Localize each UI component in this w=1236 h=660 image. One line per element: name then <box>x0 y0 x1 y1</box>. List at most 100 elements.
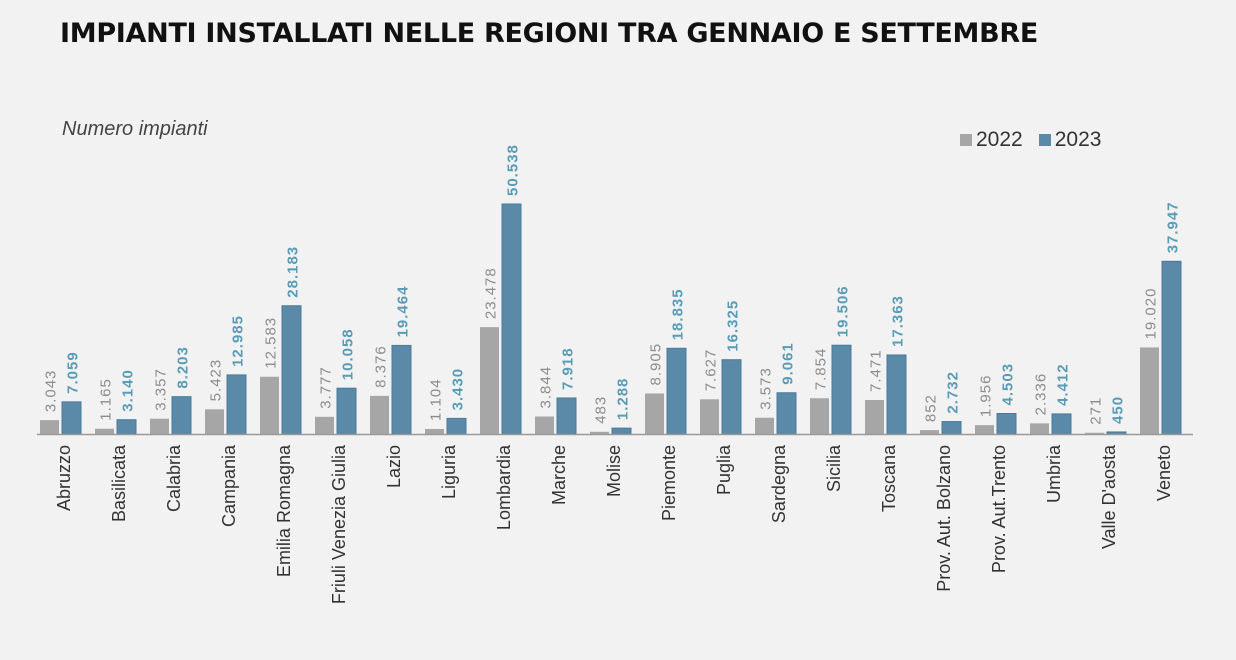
category-label-veneto: Veneto <box>1154 445 1174 501</box>
bar-2022-toscana <box>865 399 884 434</box>
data-label-2023-calabria: 8.203 <box>175 346 192 389</box>
data-label-2022-liguria: 1.104 <box>428 378 445 421</box>
data-label-2022-molise: 483 <box>593 396 610 424</box>
data-label-2023-umbria: 4.412 <box>1055 363 1072 406</box>
data-label-2023-liguria: 3.430 <box>450 368 467 411</box>
legend-entry-2022: 2022 <box>960 128 1023 152</box>
bar-2022-veneto <box>1140 347 1159 434</box>
data-label-2022-sicilia: 7.854 <box>813 348 830 391</box>
bar-2022-piemonte <box>645 393 664 434</box>
bar-2022-campania <box>205 409 224 434</box>
bar-2022-friuli-venezia-giulia <box>315 416 334 434</box>
bar-2022-sicilia <box>810 398 829 434</box>
data-label-2023-veneto: 37.947 <box>1165 201 1182 253</box>
bar-2023-lazio <box>391 344 412 435</box>
data-label-2022-basilicata: 1.165 <box>98 378 115 421</box>
data-label-2023-piemonte: 18.835 <box>670 288 687 340</box>
data-label-2022-valle-d-aosta: 271 <box>1088 397 1105 425</box>
legend-entry-2023: 2023 <box>1038 128 1102 152</box>
category-label-emilia-romagna: Emilia Romagna <box>274 444 294 577</box>
bar-2023-toscana <box>886 354 907 435</box>
bar-2022-calabria <box>150 418 169 434</box>
bar-2022-sardegna <box>755 417 774 434</box>
category-label-friuli-venezia-giulia: Friuli Venezia Giulia <box>329 444 349 604</box>
bar-2022-puglia <box>700 399 719 434</box>
bar-2022-abruzzo <box>40 420 59 434</box>
bar-2022-prov-aut-trento <box>975 425 994 434</box>
data-label-2023-marche: 7.918 <box>560 347 577 390</box>
data-label-2023-valle-d-aosta: 450 <box>1110 396 1127 424</box>
data-label-2022-marche: 3.844 <box>538 366 555 409</box>
data-label-2023-lombardia: 50.538 <box>505 144 522 196</box>
bar-2022-prov-aut-bolzano <box>920 430 939 434</box>
category-label-abruzzo: Abruzzo <box>54 445 74 511</box>
bar-2023-piemonte <box>666 347 687 435</box>
bar-2023-friuli-venezia-giulia <box>336 387 357 435</box>
bar-2023-prov-aut-trento <box>996 413 1017 435</box>
data-label-2022-lombardia: 23.478 <box>483 267 500 319</box>
data-label-2023-friuli-venezia-giulia: 10.058 <box>340 328 357 380</box>
data-label-2023-sardegna: 9.061 <box>780 342 797 385</box>
bar-2023-abruzzo <box>61 401 82 435</box>
bar-2022-basilicata <box>95 428 114 434</box>
category-label-lazio: Lazio <box>384 445 404 488</box>
bar-2023-marche <box>556 397 577 435</box>
y-axis-unit-label: Numero impianti <box>62 118 208 140</box>
legend-swatch-2022 <box>960 134 972 146</box>
data-label-2023-abruzzo: 7.059 <box>65 351 82 394</box>
bar-2022-marche <box>535 416 554 434</box>
data-label-2022-lazio: 8.376 <box>373 345 390 388</box>
bar-2023-sicilia <box>831 344 852 435</box>
category-label-lombardia: Lombardia <box>494 444 514 530</box>
data-label-2022-puglia: 7.627 <box>703 349 720 392</box>
category-label-sardegna: Sardegna <box>769 444 789 523</box>
legend-label-2022: 2022 <box>976 128 1023 151</box>
bar-2023-prov-aut-bolzano <box>941 421 962 435</box>
category-label-basilicata: Basilicata <box>109 444 129 522</box>
data-label-2022-abruzzo: 3.043 <box>43 370 60 413</box>
bar-2023-liguria <box>446 417 467 435</box>
bar-2023-campania <box>226 374 247 435</box>
bar-2023-sardegna <box>776 392 797 435</box>
category-label-marche: Marche <box>549 445 569 505</box>
data-label-2022-umbria: 2.336 <box>1033 373 1050 416</box>
bar-2023-umbria <box>1051 413 1072 435</box>
bar-2022-lazio <box>370 395 389 434</box>
data-label-2023-prov-aut-bolzano: 2.732 <box>945 371 962 414</box>
data-label-2023-molise: 1.288 <box>615 378 632 421</box>
bar-2023-veneto <box>1161 260 1182 435</box>
data-label-2023-emilia-romagna: 28.183 <box>285 246 302 298</box>
data-label-2022-calabria: 3.357 <box>153 368 170 411</box>
legend: 2022 2023 <box>960 128 1117 152</box>
bar-2022-molise <box>590 431 609 434</box>
category-label-puglia: Puglia <box>714 444 734 495</box>
category-label-piemonte: Piemonte <box>659 445 679 521</box>
category-label-umbria: Umbria <box>1044 444 1064 503</box>
bar-2023-lombardia <box>501 203 522 435</box>
data-label-2022-veneto: 19.020 <box>1143 288 1160 340</box>
data-label-2022-campania: 5.423 <box>208 359 225 402</box>
bar-2023-calabria <box>171 396 192 435</box>
category-label-sicilia: Sicilia <box>824 444 844 492</box>
data-label-2023-toscana: 17.363 <box>890 295 907 347</box>
bar-2023-emilia-romagna <box>281 305 302 435</box>
category-label-prov-aut-bolzano: Prov. Aut. Bolzano <box>934 445 954 592</box>
bar-2022-lombardia <box>480 327 499 434</box>
data-label-2023-campania: 12.985 <box>230 315 247 367</box>
category-label-liguria: Liguria <box>439 444 459 499</box>
bar-2023-basilicata <box>116 419 137 435</box>
category-label-toscana: Toscana <box>879 444 899 512</box>
data-label-2023-prov-aut-trento: 4.503 <box>1000 363 1017 406</box>
category-label-campania: Campania <box>219 444 239 527</box>
bar-2023-puglia <box>721 359 742 435</box>
data-label-2023-sicilia: 19.506 <box>835 285 852 337</box>
bar-2023-valle-d-aosta <box>1106 431 1127 435</box>
category-label-calabria: Calabria <box>164 444 184 512</box>
legend-swatch-2023 <box>1038 134 1051 146</box>
legend-label-2023: 2023 <box>1054 128 1102 151</box>
category-label-valle-d-aosta: Valle D'aosta <box>1099 444 1119 549</box>
data-label-2022-emilia-romagna: 12.583 <box>263 317 280 369</box>
data-label-2022-friuli-venezia-giulia: 3.777 <box>318 366 335 409</box>
data-label-2022-sardegna: 3.573 <box>758 367 775 410</box>
